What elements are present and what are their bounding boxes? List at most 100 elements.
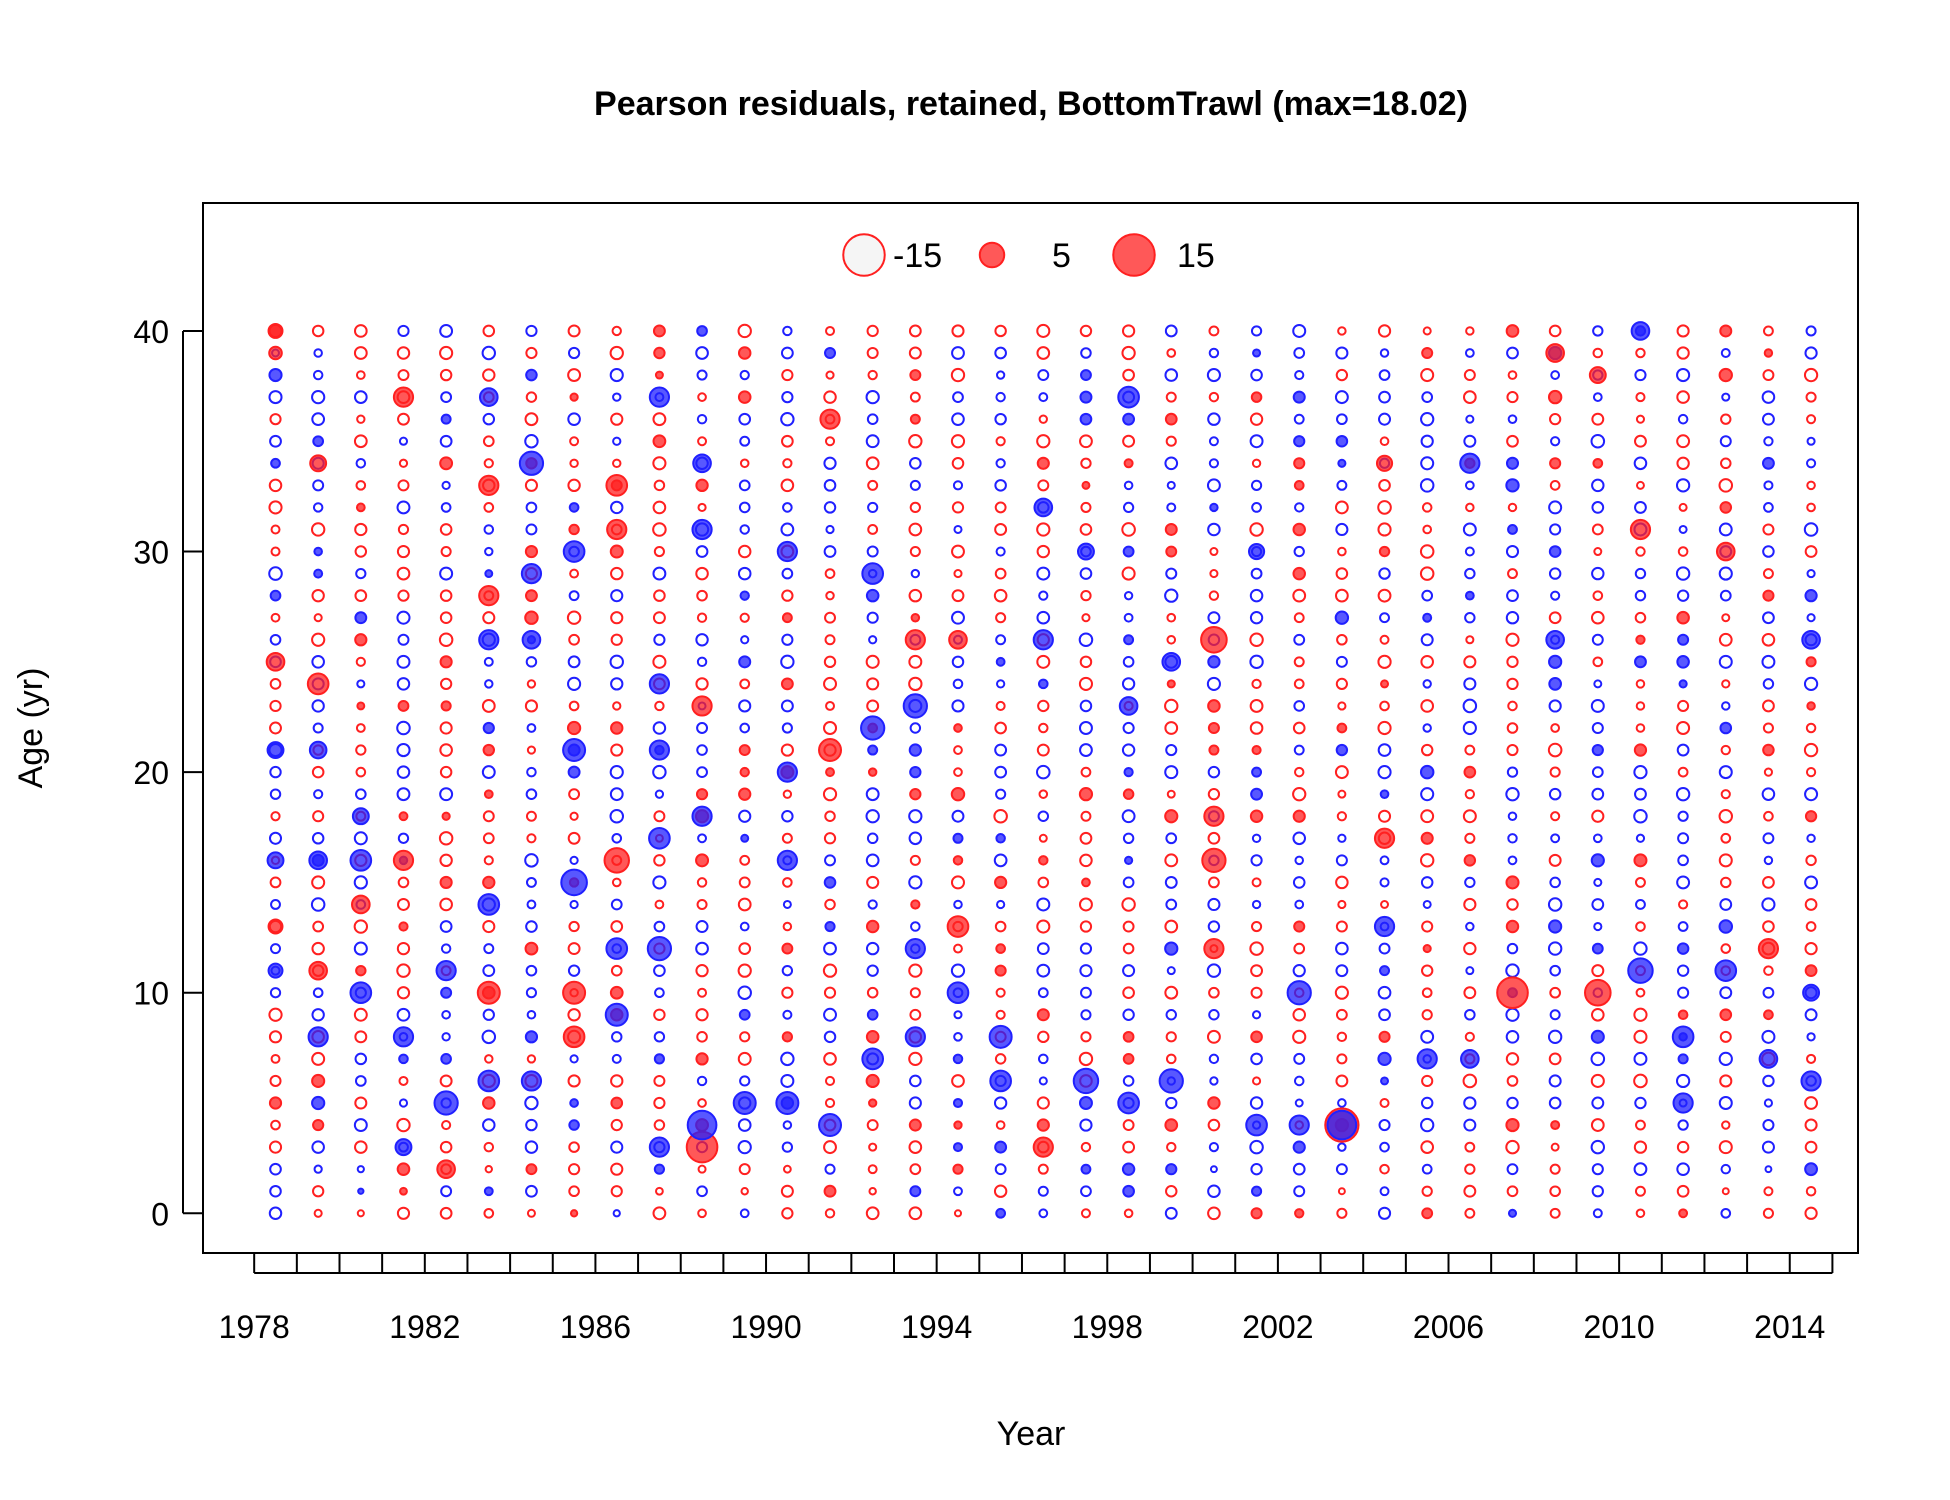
bubble [739, 1075, 751, 1087]
y-axis-label: Age (yr) [12, 668, 50, 789]
bubble [1206, 367, 1221, 383]
bubble [1081, 613, 1091, 623]
bubble [1208, 986, 1220, 999]
bubble [568, 502, 580, 513]
bubble [610, 920, 624, 933]
bubble [1464, 832, 1476, 844]
bubble [908, 522, 923, 537]
bubble [353, 390, 368, 404]
bubble [482, 368, 496, 382]
bubble [696, 766, 708, 779]
bubble [525, 1163, 538, 1176]
bubble [396, 654, 411, 669]
bubble [1462, 1073, 1478, 1089]
bubble [737, 985, 752, 1000]
bubble [1505, 786, 1520, 802]
bubble [568, 590, 580, 602]
bubble [353, 1007, 368, 1022]
bubble [737, 1051, 752, 1066]
bubble [953, 899, 963, 910]
bubble [440, 502, 452, 513]
bubble [1593, 921, 1603, 932]
bubble [525, 1118, 538, 1132]
bubble [1591, 478, 1605, 493]
bubble [995, 612, 1007, 624]
plot-frame [202, 202, 1859, 1254]
bubble [1549, 457, 1562, 470]
bubble [1335, 920, 1348, 933]
bubble [306, 672, 330, 696]
bubble [1584, 978, 1612, 1007]
bubble [1548, 654, 1563, 669]
bubble [1592, 656, 1604, 668]
bubble [1207, 788, 1221, 801]
bubble [269, 633, 282, 646]
bubble [739, 722, 751, 734]
bubble [1250, 567, 1263, 580]
bubble [1294, 369, 1305, 381]
bubble [1252, 348, 1262, 358]
bubble [1800, 1070, 1822, 1092]
bubble [1249, 611, 1264, 625]
bubble [953, 1120, 963, 1130]
bubble [1207, 897, 1221, 912]
bubble [1036, 323, 1051, 338]
bubble [648, 673, 671, 695]
bubble [1676, 324, 1690, 338]
bubble [1719, 898, 1733, 911]
bubble [1166, 679, 1176, 689]
bubble [267, 962, 284, 979]
bubble [1251, 833, 1262, 843]
bubble [1164, 721, 1179, 735]
bubble [866, 324, 879, 338]
bubble [866, 347, 879, 359]
bubble [652, 764, 667, 780]
bubble [909, 1074, 922, 1088]
bubble [1164, 809, 1179, 824]
bubble [1249, 522, 1264, 537]
bubble [525, 920, 538, 933]
bubble [1506, 391, 1519, 404]
bubble [312, 435, 325, 448]
bubble [354, 1140, 368, 1154]
bubble [902, 693, 928, 719]
bubble [1762, 523, 1775, 536]
bubble [1635, 921, 1646, 932]
bubble [1294, 855, 1304, 866]
bubble [520, 562, 543, 585]
bubble [867, 767, 878, 777]
bubble [1337, 1187, 1346, 1196]
bubble [781, 567, 794, 580]
bubble [1505, 1117, 1520, 1133]
bubble [995, 546, 1006, 557]
bubble [269, 876, 282, 889]
bubble [909, 479, 921, 491]
bubble [697, 987, 708, 998]
bubble [737, 1118, 752, 1132]
bubble [696, 325, 708, 337]
bubble [995, 634, 1007, 646]
bubble [520, 1070, 543, 1092]
bubble [610, 677, 624, 691]
bubble [1721, 701, 1731, 711]
bubble [439, 1074, 453, 1088]
bubble [1249, 654, 1264, 670]
bubble [1719, 435, 1732, 448]
x-tick-label: 2010 [1584, 1309, 1655, 1345]
bubble [1164, 1206, 1178, 1220]
bubble [611, 325, 622, 337]
bubble [653, 854, 666, 867]
bubble [1166, 480, 1176, 490]
bubble [818, 1113, 843, 1138]
bubble [1207, 522, 1221, 537]
bubble [1294, 899, 1305, 910]
bubble [1507, 370, 1518, 380]
bubble [567, 942, 581, 956]
bubble [1334, 390, 1349, 405]
bubble [1079, 655, 1093, 669]
bubble [524, 544, 539, 559]
bubble [562, 540, 586, 563]
bubble [1079, 434, 1093, 449]
bubble [995, 1120, 1006, 1130]
bubble [993, 1096, 1008, 1110]
